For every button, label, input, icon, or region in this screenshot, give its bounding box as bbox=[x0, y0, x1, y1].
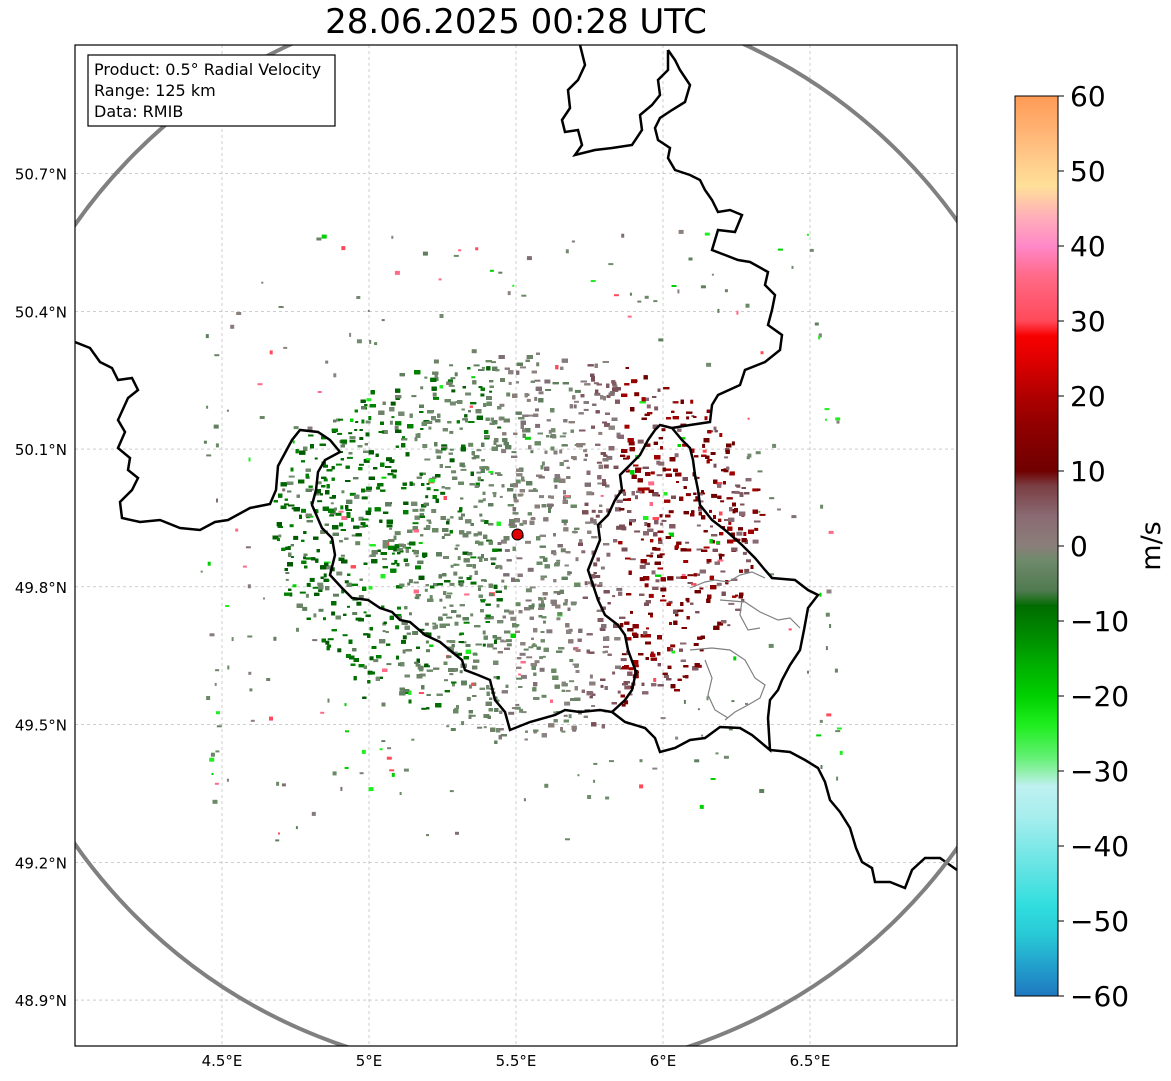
germany-border bbox=[653, 49, 784, 430]
info-data-source: Data: RMIB bbox=[94, 102, 183, 121]
belgium-border-west bbox=[75, 340, 613, 732]
lon-tick-label: 6.5°E bbox=[790, 1052, 831, 1070]
colorbar-tick-label: −40 bbox=[1070, 830, 1129, 863]
map-title: 28.06.2025 00:28 UTC bbox=[325, 2, 707, 42]
lat-tick-label: 49.5°N bbox=[15, 717, 67, 735]
german-states-outline bbox=[689, 571, 801, 721]
lat-tick-label: 49.8°N bbox=[15, 579, 67, 597]
lat-tick-label: 49.2°N bbox=[15, 854, 67, 872]
colorbar-tick-label: 10 bbox=[1070, 455, 1106, 488]
radar-echoes bbox=[200, 229, 843, 842]
map-frame bbox=[74, 44, 958, 1047]
lat-tick-label: 50.1°N bbox=[15, 441, 67, 459]
colorbar-tick-label: 0 bbox=[1070, 530, 1088, 563]
colorbar-tick-label: 40 bbox=[1070, 230, 1106, 263]
france-border-south bbox=[769, 748, 957, 890]
lat-tick-label: 48.9°N bbox=[15, 992, 67, 1010]
lon-tick-label: 5.5°E bbox=[496, 1052, 537, 1070]
luxembourg-border bbox=[586, 423, 820, 754]
graticule bbox=[75, 45, 957, 1046]
info-range: Range: 125 km bbox=[94, 81, 216, 100]
colorbar-ticks: 60 50 40 30 20 10 0 −10 −20 −30 −40 −50 −60 bbox=[1058, 80, 1129, 1013]
lat-tick-label: 50.4°N bbox=[15, 303, 67, 321]
colorbar-tick-label: 20 bbox=[1070, 380, 1106, 413]
longitude-tick-labels: 4.5°E 5°E 5.5°E 6°E 6.5°E bbox=[202, 1052, 831, 1070]
radar-site-marker[interactable] bbox=[511, 528, 524, 541]
latitude-tick-labels: 50.7°N 50.4°N 50.1°N 49.8°N 49.5°N 49.2°N 48.9… bbox=[15, 166, 67, 1011]
colorbar-frame bbox=[1014, 95, 1059, 997]
colorbar-tick-label: −60 bbox=[1070, 980, 1129, 1013]
info-box-frame bbox=[87, 54, 336, 127]
colorbar-tick-label: −10 bbox=[1070, 605, 1129, 638]
lon-tick-label: 4.5°E bbox=[202, 1052, 243, 1070]
colorbar-tick-label: 30 bbox=[1070, 305, 1106, 338]
colorbar-tick-label: 60 bbox=[1070, 80, 1106, 113]
colorbar-tick-label: −30 bbox=[1070, 755, 1129, 788]
colorbar-tick-label: 50 bbox=[1070, 155, 1106, 188]
colorbar-tick-label: −50 bbox=[1070, 905, 1129, 938]
lon-tick-label: 5°E bbox=[356, 1052, 383, 1070]
radar-map[interactable]: 50.7°N 50.4°N 50.1°N 49.8°N 49.5°N 49.2°N 48.9… bbox=[0, 0, 1000, 1081]
lon-tick-label: 6°E bbox=[650, 1052, 677, 1070]
lat-tick-label: 50.7°N bbox=[15, 166, 67, 184]
country-borders bbox=[75, 45, 957, 890]
colorbar-gradient bbox=[1015, 96, 1058, 996]
colorbar-tick-label: −20 bbox=[1070, 680, 1129, 713]
belgium-border-north bbox=[560, 45, 670, 158]
info-product: Product: 0.5° Radial Velocity bbox=[94, 60, 321, 79]
colorbar-unit-label: m/s bbox=[1136, 521, 1167, 570]
info-box: Product: 0.5° Radial Velocity Range: 125… bbox=[87, 54, 336, 127]
